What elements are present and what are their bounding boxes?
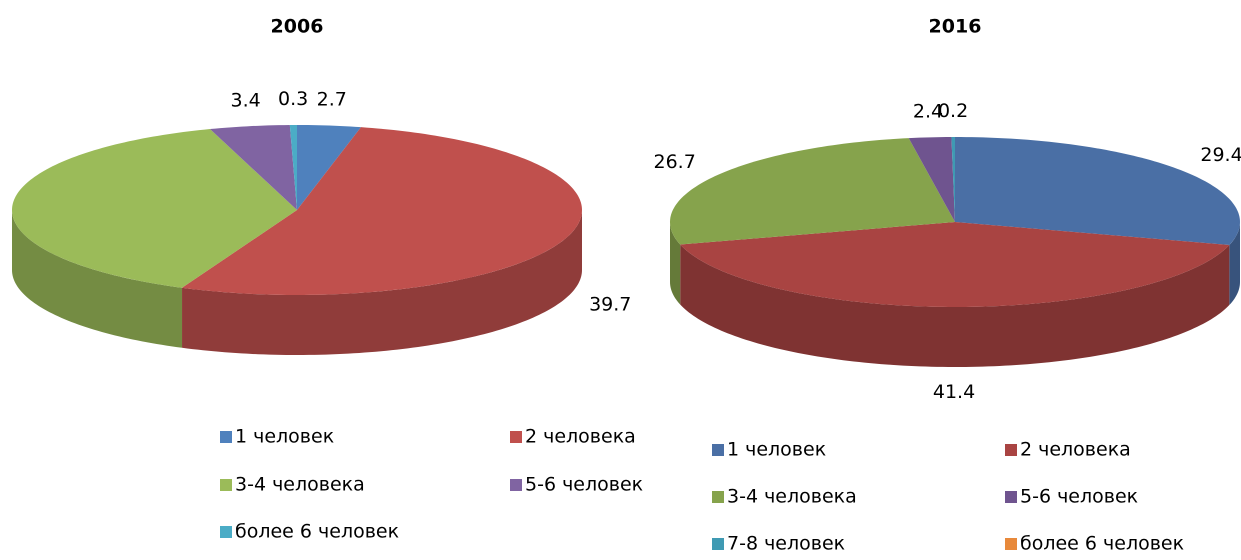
data-label: 3.4 (230, 90, 260, 112)
legend-swatch (220, 431, 232, 443)
legend-label: 1 человек (727, 439, 826, 461)
pie-slice (955, 137, 1240, 246)
data-label: 41.4 (933, 381, 975, 403)
legend-label: 3-4 человека (235, 474, 365, 496)
pie-side (12, 210, 183, 348)
legend-label: 5-6 человек (525, 474, 643, 496)
data-label: 0.3 (278, 88, 308, 110)
legend-label: 3-4 человека (727, 486, 857, 508)
data-label: 26.7 (653, 151, 695, 173)
data-label: 0.2 (938, 100, 968, 122)
pie-side (1229, 222, 1240, 306)
legend-label: 2 человека (525, 426, 636, 448)
legend-swatch (1005, 444, 1017, 456)
legend-label: 1 человек (235, 426, 334, 448)
pie-side (670, 222, 681, 305)
pie-slice (297, 125, 362, 210)
data-label: 29.4 (1200, 144, 1241, 166)
pie-slice (12, 129, 297, 288)
pie-slice (670, 138, 955, 245)
data-label: 2.4 (913, 100, 943, 122)
legend-swatch (220, 526, 232, 538)
chart-title: 2006 (271, 16, 324, 38)
legend-label: более 6 человек (1020, 533, 1184, 555)
pie-slice (680, 222, 1230, 307)
legend-swatch (712, 538, 724, 550)
legend-swatch (510, 479, 522, 491)
legend-label: 2 человека (1020, 439, 1131, 461)
legend-swatch (1005, 491, 1017, 503)
legend-swatch (712, 444, 724, 456)
legend-label: 5-6 человек (1020, 486, 1138, 508)
pie-slice (289, 125, 297, 210)
chart-title: 2016 (929, 16, 982, 38)
legend-label: более 6 человек (235, 521, 399, 543)
pie-slice (951, 137, 955, 222)
data-label: 2.7 (317, 89, 347, 111)
legend-swatch (220, 479, 232, 491)
pie-slice (182, 127, 582, 295)
pie-slice (908, 137, 955, 222)
pie-side (680, 244, 1230, 367)
pie-side (182, 210, 582, 355)
legend-label: 7-8 человек (727, 533, 845, 555)
legend-swatch (510, 431, 522, 443)
legend-swatch (712, 491, 724, 503)
data-label: 39.7 (589, 293, 631, 315)
legend-swatch (1005, 538, 1017, 550)
pie-slice (209, 125, 297, 210)
